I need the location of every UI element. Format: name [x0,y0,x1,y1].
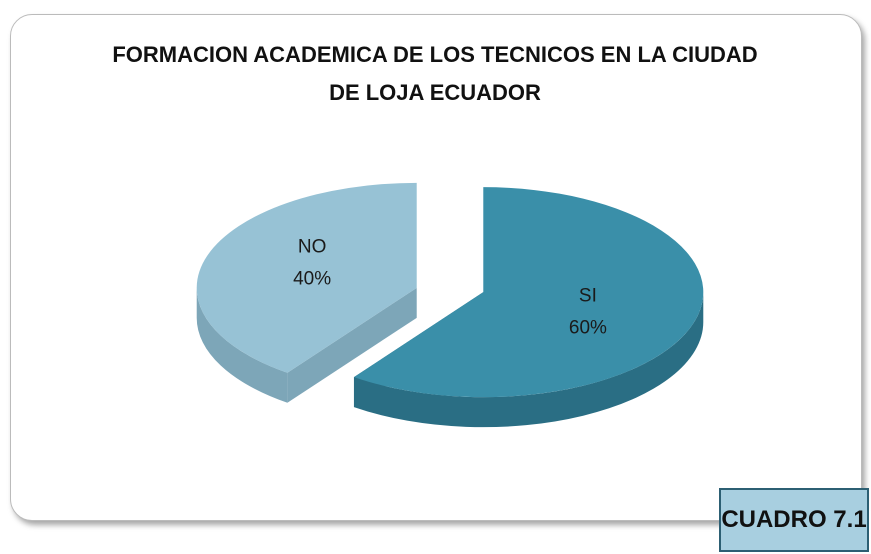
chart-frame [10,14,862,521]
slice-wall [196,287,288,403]
slice-value-label: 40% [293,268,331,289]
pie-slice [353,187,704,428]
slice-wall [353,292,704,428]
pie-slice [196,182,417,403]
caption: CUADRO 7.1 [719,488,869,552]
slice-category-label: NO [298,236,327,257]
chart-title: FORMACION ACADEMICA DE LOS TECNICOS EN L… [112,42,758,105]
slice-top [353,187,704,398]
slice-value-label: 60% [569,318,607,339]
slice-side [287,287,417,403]
slice-category-label: SI [579,286,597,307]
slice-top [196,182,417,373]
